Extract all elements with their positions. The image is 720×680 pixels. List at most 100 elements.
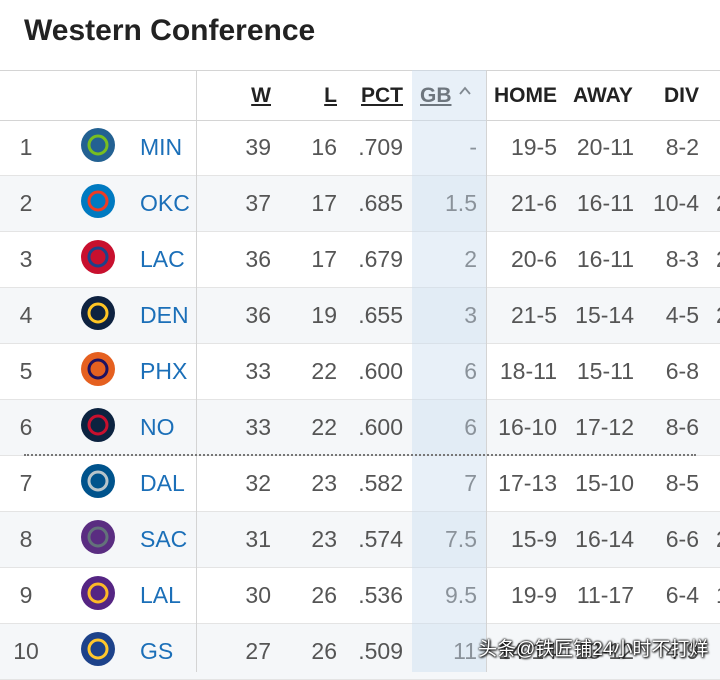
- header-w[interactable]: W: [251, 84, 271, 107]
- div-record-cell: 8-5: [665, 470, 699, 496]
- gb-column-highlight: [412, 70, 487, 672]
- gb-cell: 6: [464, 358, 477, 384]
- team-abbr[interactable]: DEN: [140, 302, 189, 328]
- table-header: W L PCT GB HOME AWAY DIV: [0, 70, 720, 121]
- pct-cell: .600: [358, 414, 403, 440]
- home-record-cell: 21-6: [510, 190, 557, 216]
- table-row[interactable]: 8 SAC 31 23 .574 7.5 15-9 16-14 6-6 2: [0, 512, 720, 568]
- team-abbr[interactable]: NO: [140, 414, 175, 440]
- wins-cell: 32: [245, 470, 271, 496]
- losses-cell: 23: [311, 470, 337, 496]
- wins-cell: 27: [245, 638, 271, 664]
- gb-cell: 2: [464, 246, 477, 272]
- rank-cell: 9: [19, 582, 33, 608]
- pct-cell: .709: [358, 134, 403, 160]
- header-pct[interactable]: PCT: [361, 84, 403, 107]
- overflow-cell: 2: [716, 288, 720, 343]
- wins-cell: 39: [245, 134, 271, 160]
- div-record-cell: 4-9: [665, 638, 699, 664]
- pct-cell: .685: [358, 190, 403, 216]
- div-record-cell: 10-4: [652, 190, 699, 216]
- header-div[interactable]: DIV: [663, 84, 699, 107]
- losses-cell: 17: [311, 246, 337, 272]
- away-record-cell: 11-17: [576, 582, 634, 608]
- header-l[interactable]: L: [324, 84, 337, 107]
- losses-cell: 16: [311, 134, 337, 160]
- team-abbr[interactable]: OKC: [140, 190, 190, 216]
- losses-cell: 26: [311, 582, 337, 608]
- team-logo-icon: [81, 352, 115, 386]
- home-record-cell: 19-5: [510, 134, 557, 160]
- team-abbr[interactable]: DAL: [140, 470, 185, 496]
- team-logo-icon: [81, 520, 115, 554]
- losses-cell: 22: [311, 358, 337, 384]
- table-row[interactable]: 7 DAL 32 23 .582 7 17-13 15-10 8-5: [0, 456, 720, 512]
- away-record-cell: 16-11: [576, 246, 634, 272]
- gb-cell: 1.5: [445, 190, 477, 216]
- losses-cell: 19: [311, 302, 337, 328]
- page-title: Western Conference: [24, 14, 316, 47]
- rank-cell: 8: [19, 526, 33, 552]
- away-record-cell: 15-10: [575, 470, 634, 496]
- table-row[interactable]: 5 PHX 33 22 .600 6 18-11 15-11 6-8: [0, 344, 720, 400]
- losses-cell: 23: [311, 526, 337, 552]
- team-logo-icon: [81, 240, 115, 274]
- rank-cell: 5: [19, 358, 33, 384]
- gb-cell: -: [469, 134, 477, 160]
- home-record-cell: 19-9: [510, 582, 557, 608]
- header-home[interactable]: HOME: [494, 84, 557, 107]
- away-record-cell: 16-14: [575, 526, 634, 552]
- home-record-cell: 14-14: [498, 638, 557, 664]
- wins-cell: 36: [245, 302, 271, 328]
- team-logo-icon: [81, 128, 115, 162]
- gb-cell: 9.5: [445, 582, 477, 608]
- wins-cell: 30: [245, 582, 271, 608]
- wins-cell: 33: [245, 358, 271, 384]
- pct-cell: .582: [358, 470, 403, 496]
- team-logo-icon: [81, 632, 115, 666]
- team-logo-icon: [81, 464, 115, 498]
- rank-cell: 6: [19, 414, 33, 440]
- overflow-cell: 2: [716, 512, 720, 567]
- div-record-cell: 6-8: [665, 358, 699, 384]
- team-abbr[interactable]: PHX: [140, 358, 188, 384]
- team-logo-icon: [81, 576, 115, 610]
- div-record-cell: 8-6: [665, 414, 699, 440]
- gb-cell: 6: [464, 414, 477, 440]
- table-row[interactable]: 1 MIN 39 16 .709 - 19-5 20-11 8-2: [0, 120, 720, 176]
- rank-cell: 1: [19, 134, 33, 160]
- table-row[interactable]: 2 OKC 37 17 .685 1.5 21-6 16-11 10-4 2: [0, 176, 720, 232]
- away-record-cell: 20-11: [576, 134, 634, 160]
- team-abbr[interactable]: MIN: [140, 134, 183, 160]
- header-away[interactable]: AWAY: [573, 84, 633, 107]
- pct-cell: .509: [358, 638, 403, 664]
- away-record-cell: 15-11: [576, 358, 634, 384]
- table-row[interactable]: 4 DEN 36 19 .655 3 21-5 15-14 4-5 2: [0, 288, 720, 344]
- team-abbr[interactable]: LAL: [140, 582, 181, 608]
- rank-cell: 10: [13, 638, 39, 664]
- header-gb[interactable]: GB: [420, 84, 452, 107]
- rank-cell: 2: [19, 190, 33, 216]
- pct-cell: .600: [358, 358, 403, 384]
- home-record-cell: 20-6: [510, 246, 557, 272]
- home-record-cell: 17-13: [498, 470, 557, 496]
- table-row[interactable]: 10 GS 27 26 .509 11 14-14 13-12 4-9: [0, 624, 720, 680]
- chevron-up-icon[interactable]: [458, 84, 472, 98]
- gb-cell: 11: [453, 638, 477, 664]
- home-record-cell: 16-10: [498, 414, 557, 440]
- table-row[interactable]: 3 LAC 36 17 .679 2 20-6 16-11 8-3 2: [0, 232, 720, 288]
- rank-cell: 7: [19, 470, 33, 496]
- losses-cell: 22: [311, 414, 337, 440]
- team-abbr[interactable]: GS: [140, 638, 174, 664]
- overflow-cell: 1: [716, 568, 720, 623]
- table-row[interactable]: 9 LAL 30 26 .536 9.5 19-9 11-17 6-4 1: [0, 568, 720, 624]
- column-divider: [486, 70, 487, 672]
- team-abbr[interactable]: SAC: [140, 526, 188, 552]
- team-abbr[interactable]: LAC: [140, 246, 185, 272]
- div-record-cell: 6-6: [665, 526, 699, 552]
- losses-cell: 26: [311, 638, 337, 664]
- team-logo-icon: [81, 184, 115, 218]
- pct-cell: .536: [358, 582, 403, 608]
- rank-cell: 4: [19, 302, 33, 328]
- table-row[interactable]: 6 NO 33 22 .600 6 16-10 17-12 8-6: [0, 400, 720, 456]
